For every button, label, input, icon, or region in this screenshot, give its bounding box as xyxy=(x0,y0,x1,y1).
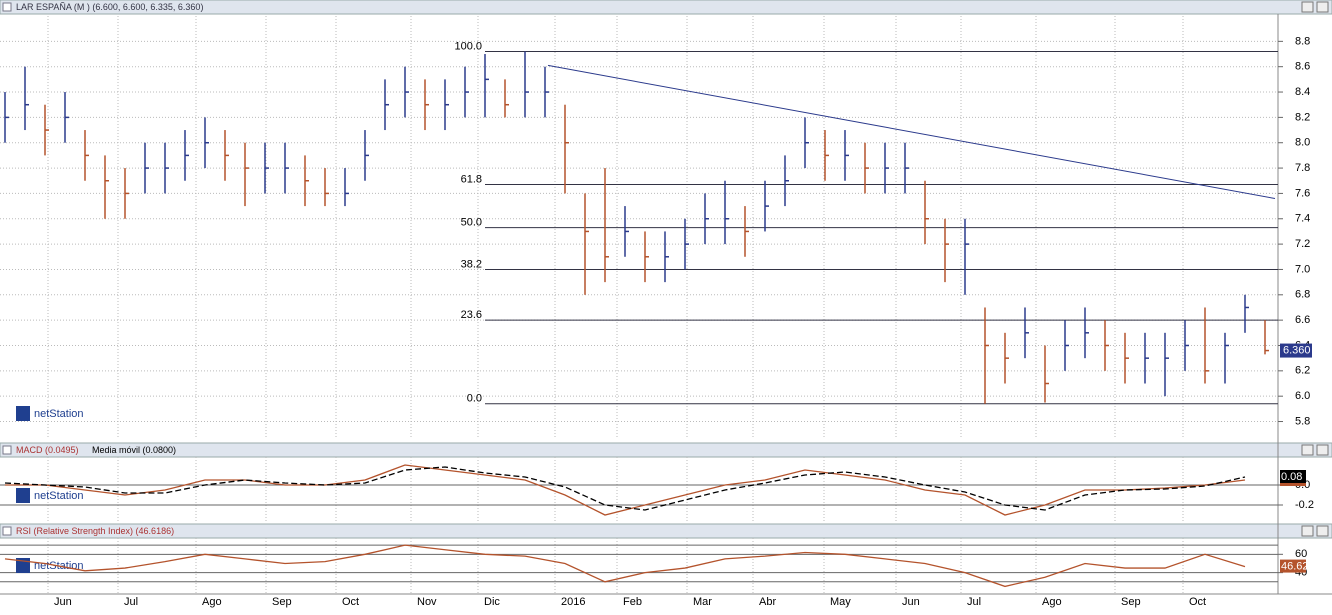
close-button[interactable] xyxy=(1316,1,1329,13)
maximize-button[interactable] xyxy=(1301,525,1314,537)
fib-label: 38.2 xyxy=(461,258,482,270)
x-tick-label: Abr xyxy=(759,596,776,608)
y-tick-label: 7.0 xyxy=(1295,263,1310,275)
last-value-box xyxy=(1280,470,1306,483)
y-tick-label: 8.0 xyxy=(1295,137,1310,149)
header-bar xyxy=(0,523,1332,539)
fib-label: 0.0 xyxy=(467,393,482,405)
x-tick-label: Feb xyxy=(623,596,642,608)
y-tick-label: 7.2 xyxy=(1295,238,1310,250)
x-tick-label: Oct xyxy=(1189,596,1206,608)
x-tick-label: Ago xyxy=(1042,596,1062,608)
panel-title: MACD (0.0495) xyxy=(16,445,79,455)
y-tick-label: 8.6 xyxy=(1295,61,1310,73)
series-line xyxy=(4,466,1246,511)
fib-label: 50.0 xyxy=(461,217,482,229)
x-tick-label: Oct xyxy=(342,596,359,608)
y-tick-label: 7.4 xyxy=(1295,213,1310,225)
header-bar xyxy=(0,0,1332,15)
y-tick-label: 7.6 xyxy=(1295,187,1310,199)
y-tick-label: 6.8 xyxy=(1295,289,1310,301)
y-tick-label: 7.8 xyxy=(1295,162,1310,174)
x-tick-label: Sep xyxy=(1121,596,1141,608)
last-value-box xyxy=(1280,559,1306,573)
y-tick-label: 6.6 xyxy=(1295,314,1310,326)
x-tick-label: Jul xyxy=(967,596,981,608)
x-tick-label: Jun xyxy=(902,596,920,608)
y-tick-label: 8.4 xyxy=(1295,86,1310,98)
fib-label: 23.6 xyxy=(461,309,482,321)
logo: netStation xyxy=(34,408,84,420)
x-tick-label: Jul xyxy=(124,596,138,608)
y-tick-label: 60 xyxy=(1295,548,1307,560)
logo-icon xyxy=(16,488,30,503)
y-tick-label: -0.2 xyxy=(1295,499,1314,511)
last-value-label: 46.62 xyxy=(1281,560,1309,572)
last-value-label: 0.08 xyxy=(1281,471,1302,483)
panel-subtitle: Media móvil (0.0800) xyxy=(92,445,176,455)
y-tick-label: 5.8 xyxy=(1295,415,1310,427)
last-price-box xyxy=(1280,343,1312,358)
maximize-button[interactable] xyxy=(1301,444,1314,456)
panel-icon xyxy=(2,445,12,455)
y-tick-label: 6.0 xyxy=(1295,390,1310,402)
fib-label: 61.8 xyxy=(461,173,482,185)
x-tick-label: Ago xyxy=(202,596,222,608)
panel-icon xyxy=(2,526,12,536)
window-title: LAR ESPAÑA (M ) (6.600, 6.600, 6.335, 6.… xyxy=(16,2,203,12)
logo-icon xyxy=(16,406,30,421)
trendline xyxy=(547,64,1276,199)
y-tick-label: 8.8 xyxy=(1295,35,1310,47)
x-tick-label: Mar xyxy=(693,596,712,608)
y-tick-label: 8.2 xyxy=(1295,111,1310,123)
close-button[interactable] xyxy=(1316,444,1329,456)
close-button[interactable] xyxy=(1316,525,1329,537)
x-tick-label: Sep xyxy=(272,596,292,608)
maximize-button[interactable] xyxy=(1301,1,1314,13)
series-line xyxy=(5,464,1246,516)
last-price-label: 6.360 xyxy=(1283,344,1311,356)
fib-label: 100.0 xyxy=(454,40,482,52)
logo: netStation xyxy=(34,490,84,502)
x-tick-label: Dic xyxy=(484,596,500,608)
y-tick-label: 6.2 xyxy=(1295,365,1310,377)
x-tick-label: 2016 xyxy=(561,596,585,608)
panel-icon xyxy=(2,2,12,12)
series-line xyxy=(4,544,1246,588)
x-tick-label: Jun xyxy=(54,596,72,608)
x-tick-label: Nov xyxy=(417,596,437,608)
panel-title: RSI (Relative Strength Index) (46.6186) xyxy=(16,526,174,536)
window-buttons[interactable] xyxy=(1301,1,1329,537)
header-bar xyxy=(0,442,1332,458)
x-tick-label: May xyxy=(830,596,851,608)
